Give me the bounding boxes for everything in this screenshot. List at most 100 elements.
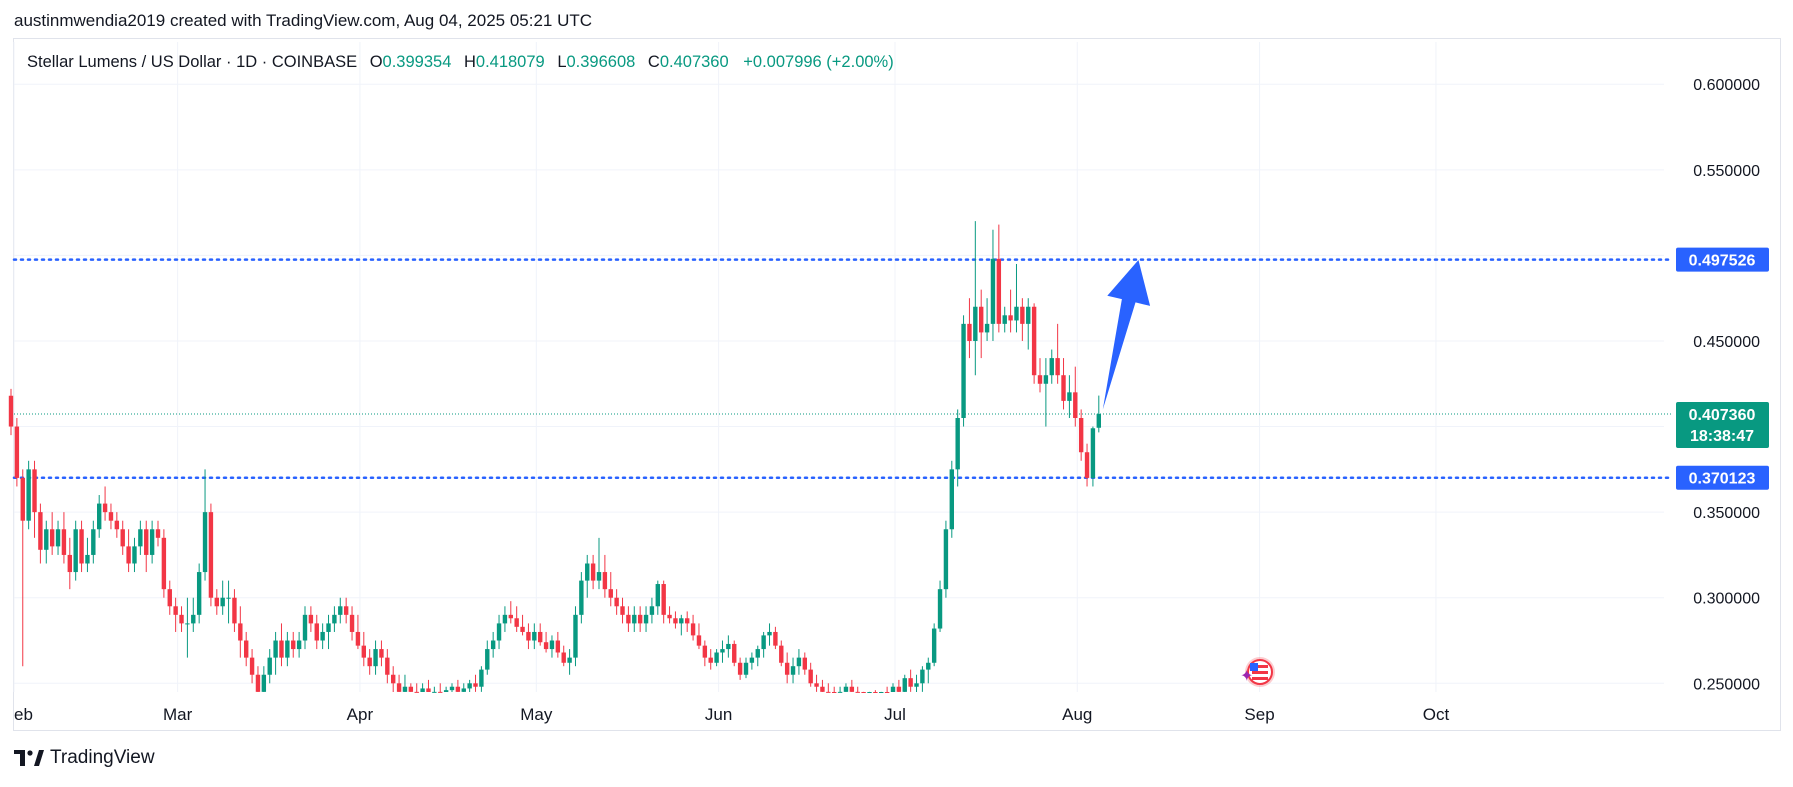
candle-body (79, 529, 84, 564)
candle-body (626, 614, 631, 624)
candle (61, 512, 67, 564)
candle-body (702, 645, 708, 658)
candle-body (843, 686, 849, 692)
candle-body (855, 691, 860, 693)
open-value: 0.399354 (382, 53, 452, 71)
candle (244, 631, 249, 667)
candle (820, 679, 825, 692)
candle (920, 666, 925, 692)
candle (391, 666, 396, 692)
candle (432, 686, 437, 693)
candle (1073, 366, 1078, 427)
candle-body (32, 469, 37, 513)
candle-body (526, 631, 531, 641)
candle-body (102, 503, 108, 513)
candle (679, 614, 684, 636)
candle-body (461, 688, 466, 692)
candle (320, 623, 325, 650)
candle (291, 631, 296, 658)
candle (343, 597, 349, 624)
candle (879, 691, 884, 693)
candle (249, 649, 255, 684)
candle-body (696, 635, 702, 646)
candle (796, 649, 802, 675)
level-price-badge-text: 0.497526 (1689, 253, 1756, 270)
candle (314, 614, 319, 650)
candle (696, 623, 702, 650)
candle (637, 606, 643, 632)
candle-body (1049, 358, 1054, 376)
tradingview-logo[interactable]: TradingView (14, 747, 155, 769)
candle-body (214, 597, 219, 607)
candle (743, 657, 749, 679)
candle (232, 589, 237, 632)
candle (20, 469, 25, 667)
horizontal-lines (12, 258, 1675, 479)
candle (643, 606, 649, 632)
candle-body (285, 640, 290, 658)
candle-body (761, 635, 766, 650)
candle (732, 640, 737, 667)
candle-body (1078, 418, 1084, 453)
candle (73, 520, 78, 581)
candle (1084, 443, 1090, 487)
candle-body (890, 686, 896, 692)
candle (1067, 375, 1072, 419)
us-flag-event-icon[interactable]: ✦ (1240, 657, 1275, 687)
candle (14, 418, 20, 487)
candle (455, 679, 461, 692)
candle-body (990, 258, 996, 324)
candle (473, 674, 478, 692)
candle-body (155, 529, 161, 538)
candle (485, 640, 490, 675)
candle (355, 614, 361, 650)
candle-body (326, 623, 331, 632)
candle-body (302, 614, 308, 641)
candle (438, 683, 443, 693)
candle-body (961, 323, 966, 419)
x-axis-tick-label: Jul (884, 705, 906, 724)
candle (461, 683, 466, 692)
candle (208, 503, 214, 607)
y-axis-tick-label: 0.300000 (1693, 591, 1760, 608)
candle (273, 631, 278, 675)
candle (990, 229, 996, 341)
candle-body (549, 640, 555, 650)
candle (608, 572, 613, 607)
candle-body (602, 572, 608, 590)
level-price-badge-background (1676, 465, 1769, 490)
candle (373, 640, 378, 675)
x-axis-tick-label: eb (14, 705, 33, 724)
candle (202, 469, 208, 581)
candle (702, 640, 708, 667)
candle-body (14, 426, 20, 478)
candle (149, 520, 155, 564)
candle (861, 691, 866, 693)
candle-body (138, 529, 143, 547)
candle (408, 683, 414, 692)
candle (308, 606, 314, 632)
candle-body (596, 572, 602, 581)
candle (279, 623, 284, 667)
candle (955, 409, 960, 487)
candle-body (490, 640, 496, 650)
candle-body (279, 640, 284, 658)
candle-body (414, 691, 419, 693)
candle-body (1096, 413, 1101, 428)
candle-body (449, 686, 455, 691)
current-price-badge-background (1676, 401, 1769, 448)
current-price-badge: 0.407360 18:38:47 (1676, 401, 1769, 448)
candle (55, 520, 61, 555)
candle (579, 572, 584, 624)
candle-body (67, 554, 72, 573)
candle (214, 589, 219, 615)
candle-body (238, 623, 243, 641)
candle (520, 614, 525, 636)
candle (85, 537, 90, 573)
level-price-badge: 0.497526 (1676, 247, 1769, 272)
candle (285, 631, 290, 667)
open-label: O (369, 53, 383, 71)
candle (549, 635, 555, 658)
candle (937, 580, 943, 632)
